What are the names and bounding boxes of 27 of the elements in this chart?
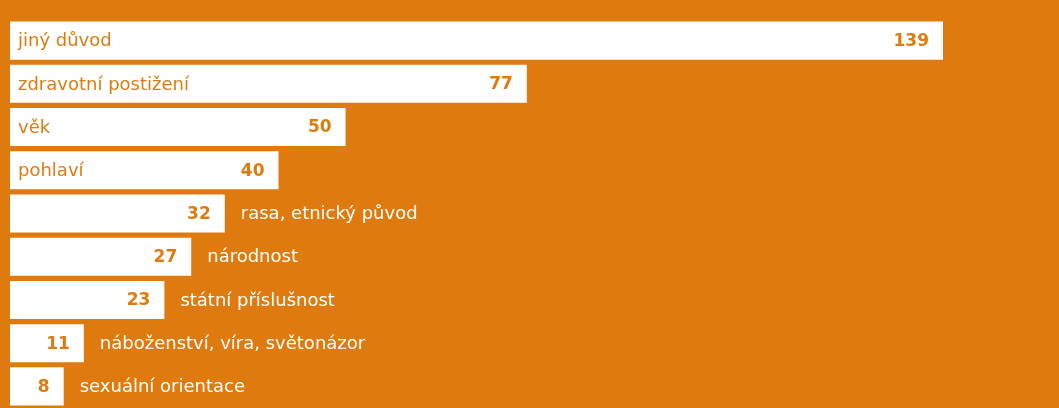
data-label: 32 [187,202,211,223]
y-tick-label: sexuální orientace [79,375,246,397]
bar [10,194,225,233]
y-tick-label: národnost [207,245,298,267]
bar [10,367,64,406]
data-label: 27 [153,246,178,267]
data-label: 23 [126,289,151,310]
y-tick-label: jiný důvod [17,29,112,51]
y-tick-label: věk [18,115,51,137]
data-label: 77 [489,73,513,94]
bar [10,108,346,147]
y-tick-label: náboženství, víra, světonázor [99,331,366,353]
data-label: 8 [37,375,50,396]
y-tick-label: státní příslušnost [180,288,335,310]
data-label: 11 [46,332,70,353]
bar [10,21,943,60]
y-tick-label: pohlaví [18,158,85,180]
data-label: 50 [307,116,332,137]
bar [10,64,527,103]
data-label: 139 [893,30,929,51]
bar [10,324,84,363]
bar [10,280,165,319]
data-label: 40 [240,159,265,180]
bar [10,151,279,190]
y-tick-label: zdravotní postižení [18,72,190,94]
y-tick-label: rasa, etnický původ [240,202,418,224]
bar [10,237,192,276]
